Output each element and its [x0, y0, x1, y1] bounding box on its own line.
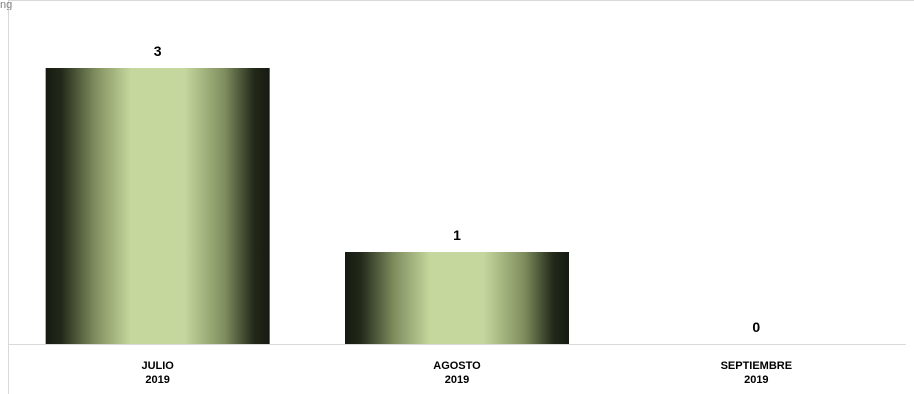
category-label-2-line-1: 2019	[744, 374, 768, 386]
data-label-0: 3	[154, 43, 162, 59]
bars-layer	[45, 68, 569, 344]
category-label-0-line-0: JULIO	[141, 360, 174, 372]
category-label-1-line-0: AGOSTO	[433, 360, 481, 372]
data-label-1: 1	[453, 227, 461, 243]
category-label-1-line-1: 2019	[445, 374, 469, 386]
chart-frame	[8, 0, 914, 394]
bar-1	[345, 252, 569, 344]
data-label-2: 0	[752, 319, 760, 335]
category-label-2-line-0: SEPTIEMBRE	[721, 360, 793, 372]
category-label-0-line-1: 2019	[145, 374, 169, 386]
data-labels-layer: 3 1 0	[154, 43, 761, 335]
category-labels-layer: JULIO 2019 AGOSTO 2019 SEPTIEMBRE 2019	[141, 360, 792, 386]
corner-text: ng	[0, 0, 13, 10]
bar-0	[45, 68, 270, 344]
